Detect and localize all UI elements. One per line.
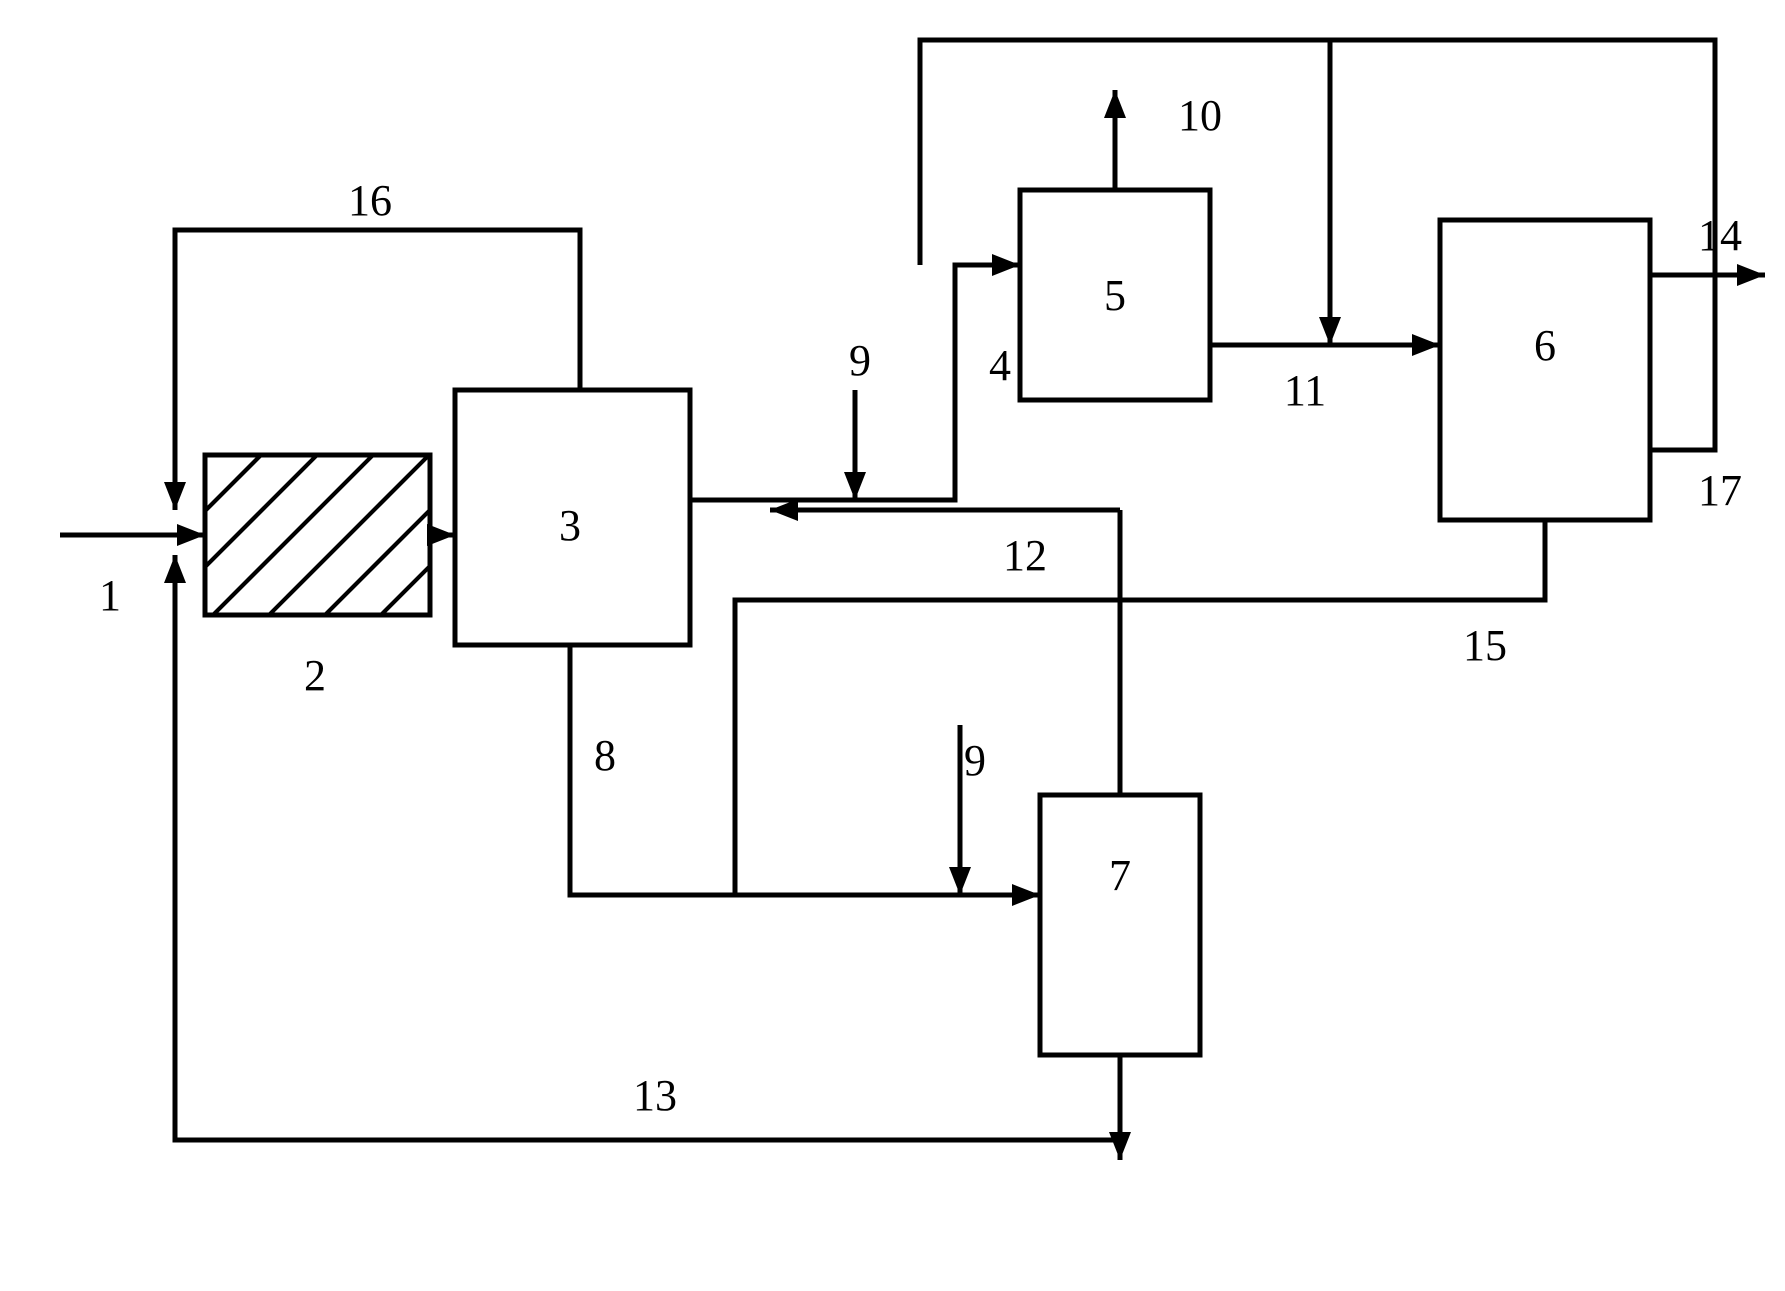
edge-e11	[1210, 334, 1440, 356]
label-l13: 13	[633, 1071, 677, 1120]
label-l6: 6	[1534, 321, 1556, 370]
label-l1: 1	[99, 571, 121, 620]
label-l5: 5	[1104, 271, 1126, 320]
label-l2: 2	[304, 651, 326, 700]
edge-e13d	[1109, 1115, 1131, 1160]
edge-e9a	[844, 390, 866, 500]
label-l9b: 9	[964, 736, 986, 785]
label-l11: 11	[1284, 366, 1326, 415]
label-l7: 7	[1109, 851, 1131, 900]
label-l3: 3	[559, 501, 581, 550]
label-l10: 10	[1178, 91, 1222, 140]
edge-e14	[1650, 264, 1765, 286]
label-l15: 15	[1463, 621, 1507, 670]
label-l16: 16	[348, 176, 392, 225]
edge-e10	[1104, 90, 1126, 190]
edge-e17b	[1319, 40, 1341, 345]
label-l8: 8	[594, 731, 616, 780]
label-l14: 14	[1698, 211, 1742, 260]
process-flow-diagram: 12345678991011121314151617	[0, 0, 1785, 1291]
edge-e15	[735, 520, 1545, 895]
label-l4: 4	[989, 341, 1011, 390]
node-n2	[205, 455, 430, 615]
edge-e2	[427, 524, 455, 546]
label-l9a: 9	[849, 336, 871, 385]
label-l17: 17	[1698, 466, 1742, 515]
edge-e1	[60, 524, 205, 546]
edge-e16	[164, 230, 580, 510]
node-n7	[1040, 795, 1200, 1055]
label-l12: 12	[1003, 531, 1047, 580]
